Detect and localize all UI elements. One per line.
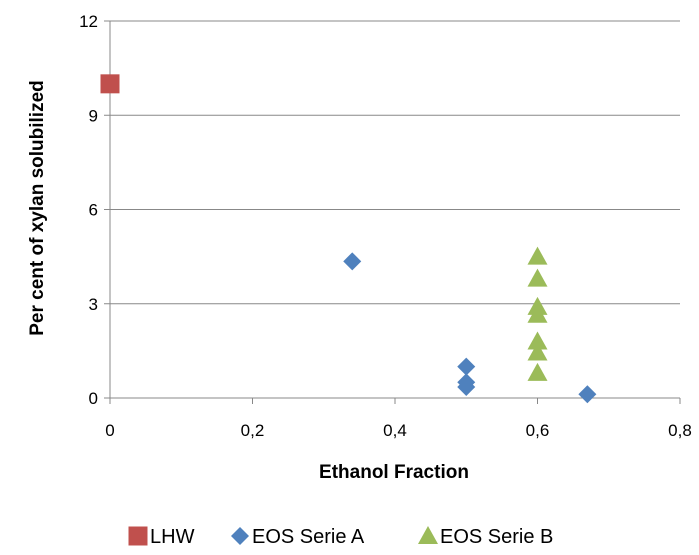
legend: LHW EOS Serie A EOS Serie B xyxy=(128,526,553,548)
x-tick-label: 0,8 xyxy=(668,421,692,440)
y-axis-title: Per cent of xylan solubilized xyxy=(27,80,48,336)
y-tick-label: 12 xyxy=(79,12,98,31)
x-tick-label: 0,6 xyxy=(526,421,550,440)
data-point-triangle xyxy=(527,246,548,265)
y-tick-label: 6 xyxy=(89,201,98,220)
x-tick-label: 0,2 xyxy=(241,421,265,440)
data-point-triangle xyxy=(527,342,548,361)
legend-label: EOS Serie A xyxy=(252,526,365,548)
data-point-diamond xyxy=(343,252,362,271)
x-tick-label: 0 xyxy=(105,421,114,440)
data-point-triangle xyxy=(527,304,548,323)
data-point-triangle xyxy=(527,268,548,287)
legend-marker-diamond xyxy=(231,527,249,545)
legend-marker-square xyxy=(128,526,148,546)
legend-marker-triangle xyxy=(418,526,438,544)
y-tick-label: 0 xyxy=(89,389,98,408)
legend-label: LHW xyxy=(150,526,195,548)
tick-labels: 0 3 6 9 12 0 0,2 0,4 0,6 0,8 xyxy=(79,12,692,440)
axes xyxy=(104,20,681,404)
legend-label: EOS Serie B xyxy=(440,526,553,548)
data-point-diamond xyxy=(578,385,597,404)
x-axis-title: Ethanol Fraction xyxy=(319,462,469,483)
y-tick-label: 3 xyxy=(89,295,98,314)
y-tick-label: 9 xyxy=(89,106,98,125)
data-point-diamond xyxy=(457,378,476,397)
x-tick-label: 0,4 xyxy=(383,421,407,440)
data-point-diamond xyxy=(457,357,476,376)
data-points xyxy=(100,74,597,404)
data-point-triangle xyxy=(527,362,548,381)
data-point-triangle xyxy=(527,331,548,350)
gridlines xyxy=(110,20,680,305)
data-point-square xyxy=(100,74,120,94)
